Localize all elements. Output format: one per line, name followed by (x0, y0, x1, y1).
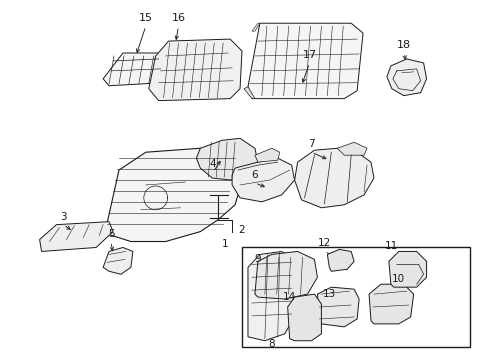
Polygon shape (148, 39, 242, 100)
Text: 10: 10 (391, 274, 405, 284)
Polygon shape (232, 158, 294, 202)
Polygon shape (326, 249, 353, 271)
Text: 15: 15 (139, 13, 152, 23)
Polygon shape (247, 23, 362, 99)
Polygon shape (103, 53, 172, 86)
Polygon shape (287, 294, 321, 341)
Text: 14: 14 (283, 292, 296, 302)
Polygon shape (103, 247, 133, 274)
Polygon shape (254, 148, 279, 162)
Text: 17: 17 (302, 50, 316, 60)
Text: 5: 5 (107, 229, 114, 239)
Text: 16: 16 (171, 13, 185, 23)
Polygon shape (251, 23, 259, 31)
Text: 3: 3 (60, 212, 66, 222)
Polygon shape (294, 148, 373, 208)
Text: 7: 7 (307, 139, 314, 149)
Text: 13: 13 (322, 289, 335, 299)
Text: 18: 18 (396, 40, 410, 50)
Polygon shape (247, 251, 297, 341)
Bar (242, 247, 469, 347)
Polygon shape (386, 59, 426, 96)
Text: 4: 4 (209, 159, 216, 169)
Text: 2: 2 (238, 225, 244, 235)
Polygon shape (196, 138, 257, 180)
Polygon shape (244, 87, 254, 99)
Polygon shape (106, 148, 240, 242)
Text: 12: 12 (317, 238, 330, 248)
Polygon shape (40, 222, 113, 251)
Polygon shape (317, 287, 358, 327)
Text: 9: 9 (254, 255, 261, 264)
Polygon shape (368, 284, 413, 324)
Text: 8: 8 (268, 339, 275, 349)
Polygon shape (337, 142, 366, 155)
Text: 6: 6 (251, 170, 258, 180)
Polygon shape (254, 251, 317, 299)
Text: 1: 1 (222, 239, 228, 249)
Text: 11: 11 (385, 242, 398, 251)
Polygon shape (388, 251, 426, 287)
